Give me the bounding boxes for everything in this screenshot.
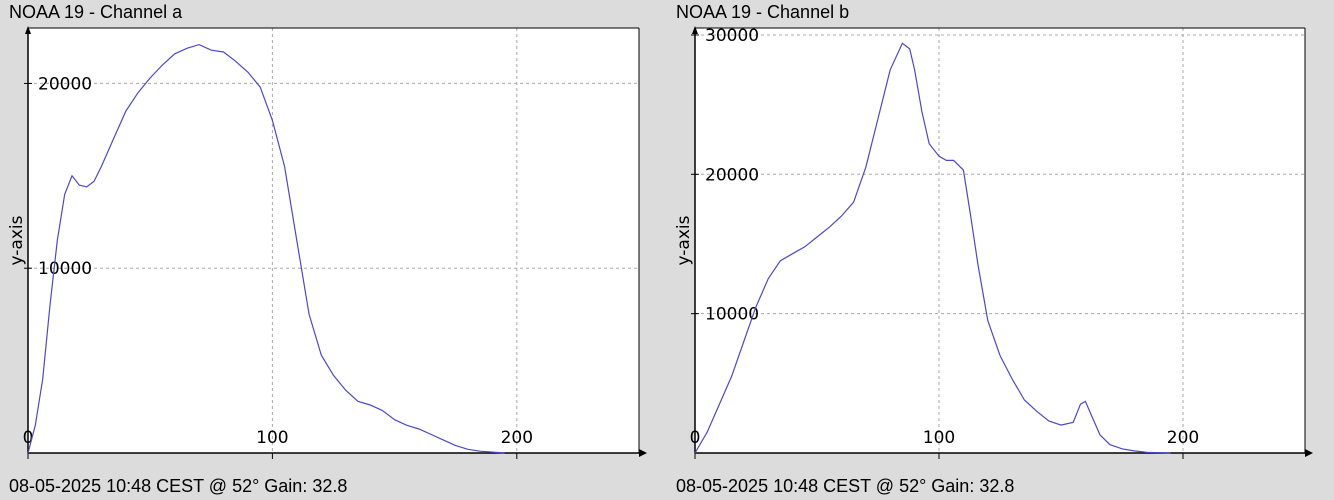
y-tick-label: 10000 — [38, 259, 92, 279]
y-tick-label: 20000 — [38, 74, 92, 94]
x-axis-arrow — [1305, 449, 1313, 457]
chart-footer: 08-05-2025 10:48 CEST @ 52° Gain: 32.8 — [676, 476, 1015, 496]
chart-title: NOAA 19 - Channel a — [9, 2, 183, 22]
channel-a-panel: NOAA 19 - Channel a 0 100 200 10000 20000 y-a… — [7, 2, 647, 496]
y-axis-label: y-axis — [674, 215, 694, 265]
y-axis-arrow — [25, 26, 31, 34]
x-tick-label: 100 — [923, 428, 955, 448]
channel-b-plot: 0 100 200 10000 20000 30000 y-axis — [674, 26, 1313, 459]
x-tick-label: 100 — [256, 428, 288, 448]
x-tick-label: 200 — [1167, 428, 1199, 448]
channel-b-panel: NOAA 19 - Channel b 0 100 200 10000 20000 300… — [667, 0, 1334, 500]
chart-title: NOAA 19 - Channel b — [676, 2, 850, 22]
series-line — [694, 42, 1171, 454]
plot-area — [695, 28, 1305, 453]
y-tick-label: 30000 — [705, 26, 759, 46]
y-tick-label: 10000 — [705, 305, 759, 325]
y-tick-label: 20000 — [705, 165, 759, 185]
x-tick-label: 0 — [23, 428, 34, 448]
x-tick-label: 200 — [501, 428, 533, 448]
plot-area — [28, 28, 639, 453]
y-axis-label: y-axis — [7, 215, 27, 265]
x-tick-label: 0 — [690, 428, 701, 448]
channel-a-plot: 0 100 200 10000 20000 y-axis — [7, 26, 647, 459]
x-axis-arrow — [639, 449, 647, 457]
chart-footer: 08-05-2025 10:48 CEST @ 52° Gain: 32.8 — [9, 476, 348, 496]
y-axis-arrow — [692, 26, 698, 34]
series-line — [27, 43, 505, 454]
